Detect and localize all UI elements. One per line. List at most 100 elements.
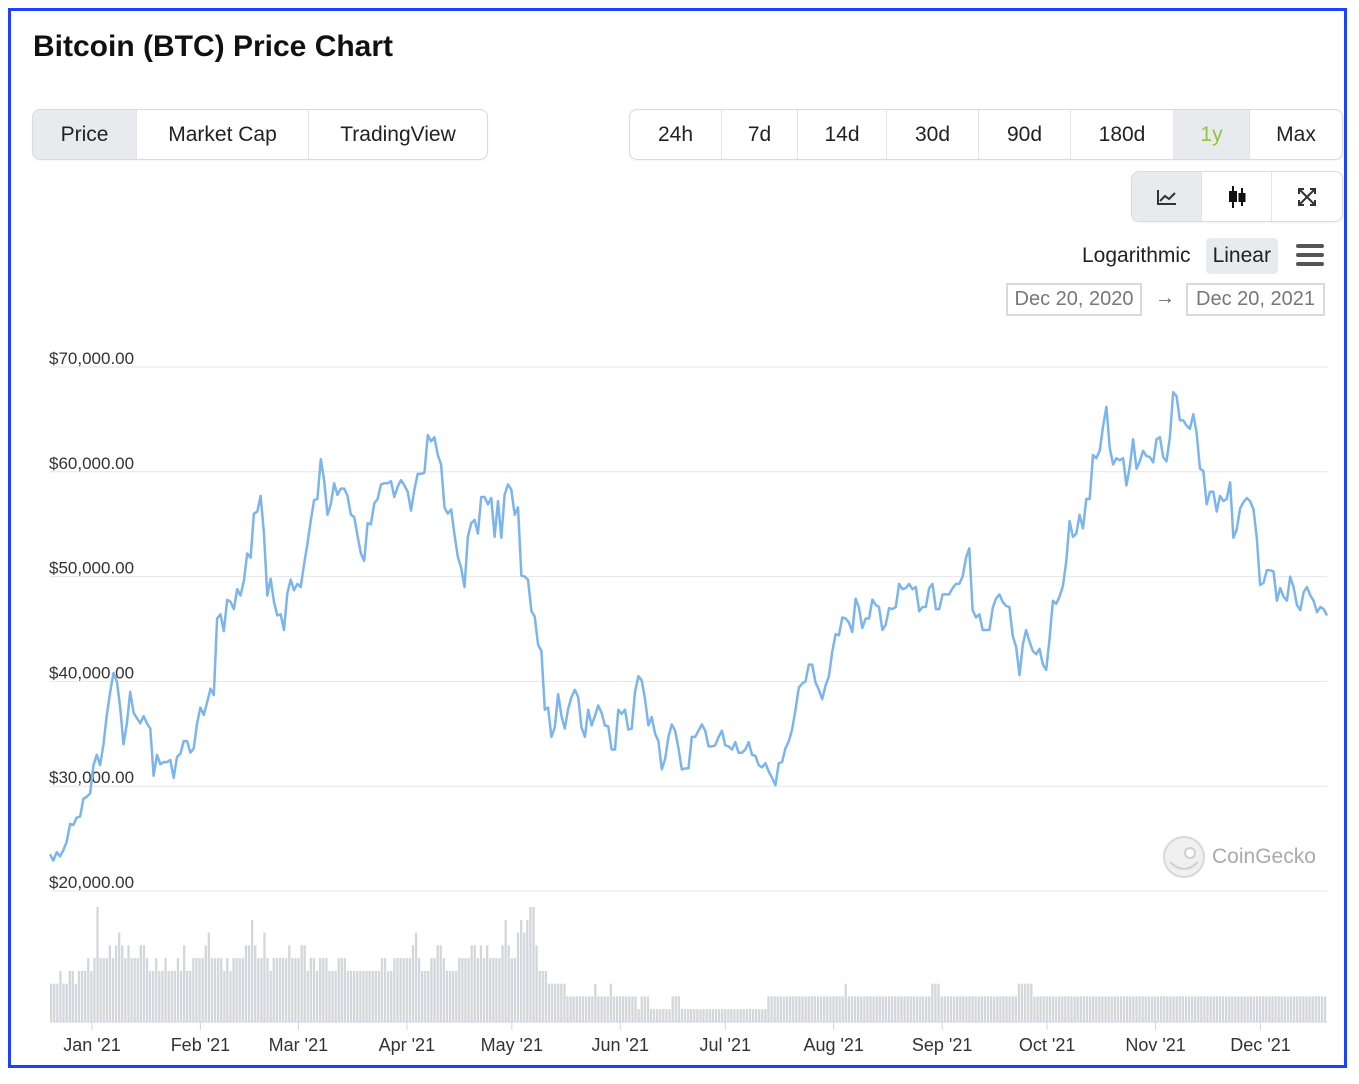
volume-bar (1237, 996, 1240, 1022)
volume-bar (207, 932, 210, 1022)
volume-bar (628, 996, 631, 1022)
volume-bar (452, 970, 455, 1022)
range-14d[interactable]: 14d (798, 110, 887, 159)
volume-bar (50, 983, 53, 1022)
x-tick-label: Aug '21 (803, 1035, 864, 1055)
scale-logarithmic[interactable]: Logarithmic (1082, 244, 1191, 267)
volume-bar (80, 970, 84, 1022)
volume-bar (510, 958, 513, 1022)
volume-bar (538, 970, 541, 1022)
volume-bar (238, 958, 241, 1022)
range-1y[interactable]: 1y (1174, 110, 1250, 159)
volume-bar (337, 958, 340, 1022)
tab-price[interactable]: Price (33, 110, 137, 159)
volume-bar (1268, 996, 1271, 1022)
volume-bar (659, 1009, 662, 1022)
volume-bar (974, 996, 977, 1022)
line-chart-icon[interactable] (1132, 172, 1202, 221)
volume-bar (408, 958, 411, 1022)
volume-bar (1085, 996, 1089, 1022)
volume-bar (928, 996, 931, 1022)
volume-bar (300, 945, 303, 1022)
volume-bar (853, 996, 857, 1022)
volume-bar (492, 958, 495, 1022)
volume-bar (1184, 996, 1188, 1022)
volume-bar (1061, 996, 1064, 1022)
volume-bar (625, 996, 628, 1022)
volume-bar (1095, 996, 1098, 1022)
volume-bar (315, 970, 319, 1022)
range-24h[interactable]: 24h (630, 110, 722, 159)
volume-bar (1129, 996, 1132, 1022)
y-axis-labels: $70,000.00 $60,000.00 $50,000.00 $40,000.00… (49, 349, 134, 892)
volume-bar (247, 945, 251, 1022)
volume-bar (804, 996, 807, 1022)
volume-bar (575, 996, 578, 1022)
volume-bar (482, 958, 486, 1022)
volume-bar (609, 983, 612, 1022)
volume-bar (1283, 996, 1286, 1022)
volume-bar (183, 945, 186, 1022)
range-7d[interactable]: 7d (722, 110, 798, 159)
volume-bar (68, 970, 71, 1022)
volume-bar (550, 983, 554, 1022)
volume-bar (319, 958, 322, 1022)
volume-bar (912, 996, 915, 1022)
tab-market-cap[interactable]: Market Cap (137, 110, 309, 159)
volume-bar (900, 996, 903, 1022)
volume-bar (158, 970, 161, 1022)
range-90d[interactable]: 90d (979, 110, 1071, 159)
volume-bar (442, 958, 445, 1022)
coingecko-logo-icon (1163, 836, 1205, 878)
volume-bar (1181, 996, 1184, 1022)
date-to-input[interactable]: Dec 20, 2021 (1186, 283, 1325, 316)
volume-bar (414, 932, 418, 1022)
volume-bar (557, 983, 560, 1022)
volume-bar (705, 1009, 708, 1022)
volume-bar (1122, 996, 1126, 1022)
tab-tradingview[interactable]: TradingView (340, 122, 456, 146)
volume-bar (189, 970, 192, 1022)
volume-bar (1175, 996, 1178, 1022)
volume-bar (717, 1009, 721, 1022)
menu-icon[interactable] (1296, 244, 1324, 266)
volume-bar (114, 945, 118, 1022)
volume-bar (62, 983, 65, 1022)
volume-bar (71, 970, 74, 1022)
range-30d[interactable]: 30d (887, 110, 979, 159)
x-axis-labels: Jan '21 Feb '21 Mar '21 Apr '21 May '21 Jun '… (50, 1021, 1327, 1055)
volume-bar (801, 996, 804, 1022)
volume-bar (952, 996, 956, 1022)
chart-type-toggle (1131, 171, 1343, 222)
x-tick-label: Nov '21 (1125, 1035, 1185, 1055)
scale-linear[interactable]: Linear (1205, 238, 1278, 274)
volume-bar (983, 996, 987, 1022)
volume-bar (121, 945, 124, 1022)
volume-bar (93, 958, 96, 1022)
volume-bar (993, 996, 996, 1022)
volume-bar (343, 958, 346, 1022)
volume-bar (186, 970, 189, 1022)
candlestick-icon[interactable] (1202, 172, 1272, 221)
volume-bar (476, 958, 479, 1022)
volume-bar (881, 996, 885, 1022)
volume-bar (674, 996, 677, 1022)
volume-bar (402, 958, 405, 1022)
volume-bar (133, 958, 136, 1022)
volume-bar (959, 996, 962, 1022)
range-max[interactable]: Max (1276, 122, 1316, 146)
volume-bar (745, 1009, 748, 1022)
volume-bar (572, 996, 575, 1022)
volume-bar (108, 945, 111, 1022)
volume-bar (486, 945, 489, 1022)
volume-bar (829, 996, 832, 1022)
volume-bar (1280, 996, 1283, 1022)
range-180d[interactable]: 180d (1071, 110, 1174, 159)
volume-bar (424, 970, 427, 1022)
volume-bar (1138, 996, 1141, 1022)
fullscreen-icon[interactable] (1272, 172, 1342, 221)
volume-bar (1135, 996, 1138, 1022)
date-from-input[interactable]: Dec 20, 2020 (1006, 283, 1142, 316)
volume-bar (96, 907, 99, 1022)
volume-bar (65, 983, 68, 1022)
